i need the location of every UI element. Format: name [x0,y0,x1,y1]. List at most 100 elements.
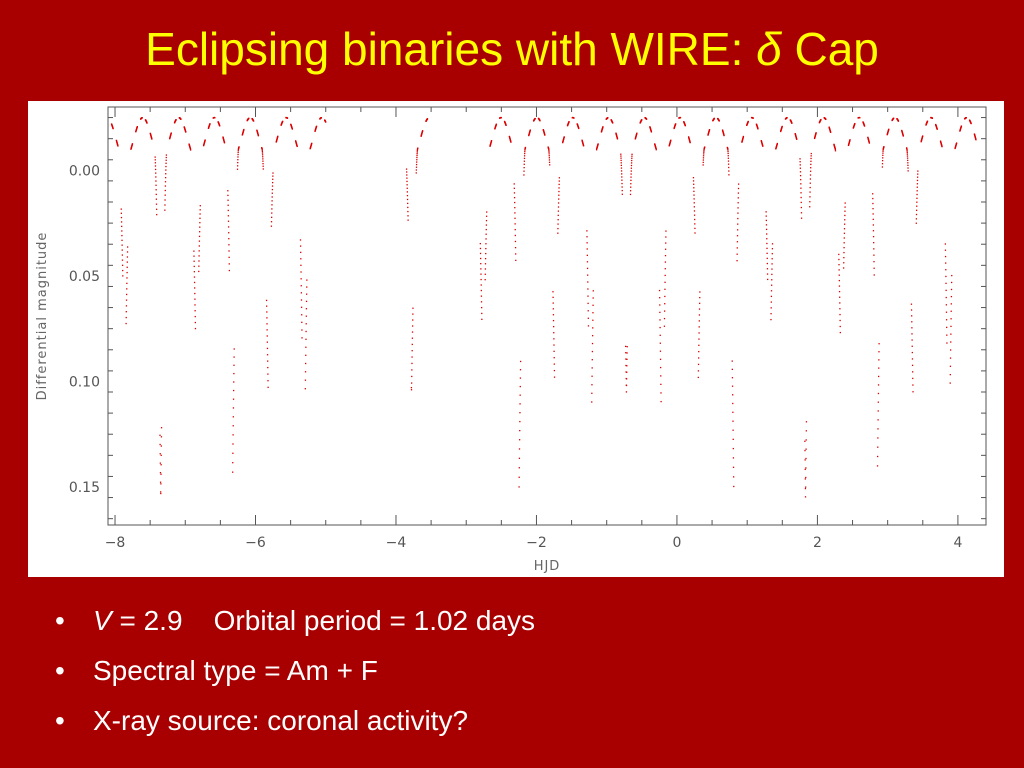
data-point [906,157,909,159]
x-tick-label: 2 [813,535,822,551]
data-point [548,157,551,159]
data-point [620,162,622,164]
data-point [586,248,588,250]
data-point [271,200,273,202]
data-point [180,118,182,120]
data-point [160,427,163,429]
data-point [592,304,594,306]
data-point [877,419,879,421]
data-point [630,183,632,185]
data-point [261,148,263,150]
data-point [155,203,158,205]
data-point [549,164,551,166]
data-point [232,425,234,427]
data-point [659,297,661,299]
data-point [480,301,483,303]
data-point [587,281,589,283]
data-point [877,375,880,378]
data-point [727,157,730,159]
data-point [490,140,493,142]
data-point [248,117,250,120]
data-point [121,244,123,246]
data-point [165,173,167,175]
data-point [165,154,168,156]
data-point [659,350,662,352]
data-point [916,186,918,188]
data-point [916,205,918,207]
data-point [665,236,667,238]
data-point [838,274,840,276]
data-point [548,155,550,157]
data-point [261,150,264,153]
data-point [301,329,303,331]
data-point [558,198,560,200]
data-point [411,375,413,378]
data-points [110,116,977,498]
data-point [553,369,556,372]
data-point [164,181,167,183]
data-point [849,139,851,141]
data-point [300,285,302,287]
data-point [883,146,885,148]
data-point [591,384,593,386]
data-point [126,277,128,279]
data-point [752,117,754,119]
data-point [121,249,123,251]
data-point [121,259,124,261]
data-point [916,176,919,178]
data-point [125,316,127,319]
data-point [689,141,691,144]
data-point [660,366,662,369]
data-point [266,341,268,343]
data-point [810,160,812,162]
data-point [737,212,739,214]
data-point [416,159,418,161]
data-point [199,209,201,211]
data-point [945,296,947,299]
data-point [165,162,167,164]
data-point [198,235,201,238]
data-point [519,394,521,396]
data-point [698,338,700,340]
data-point [300,306,303,308]
data-point [911,315,913,317]
data-point [552,325,555,328]
data-point [771,253,773,255]
data-point [552,308,554,310]
data-point [684,125,686,127]
data-point [620,167,623,169]
data-point [877,428,879,430]
data-point [906,150,908,152]
data-point [631,159,633,162]
data-point [834,150,837,152]
data-point [765,211,767,213]
data-point [810,152,812,155]
data-point [523,157,526,160]
data-point [553,332,555,334]
data-point [655,149,657,151]
data-point [112,127,114,130]
data-point [198,245,200,247]
data-point [800,187,802,189]
data-point [300,251,302,254]
data-point [945,304,948,306]
data-point [732,457,735,459]
data-point [311,142,313,144]
data-point [189,148,192,150]
data-point [291,128,293,130]
data-point [776,142,779,145]
data-point [286,117,289,119]
data-point [410,386,413,389]
data-point [267,386,269,388]
data-point [620,159,622,162]
data-point [922,135,924,137]
data-point [950,341,952,343]
data-point [227,194,229,197]
data-point [804,449,806,452]
data-point [877,437,879,439]
data-point [625,371,627,373]
data-point [809,201,811,203]
data-point [523,170,525,172]
data-point [843,262,845,264]
data-point [946,334,948,336]
